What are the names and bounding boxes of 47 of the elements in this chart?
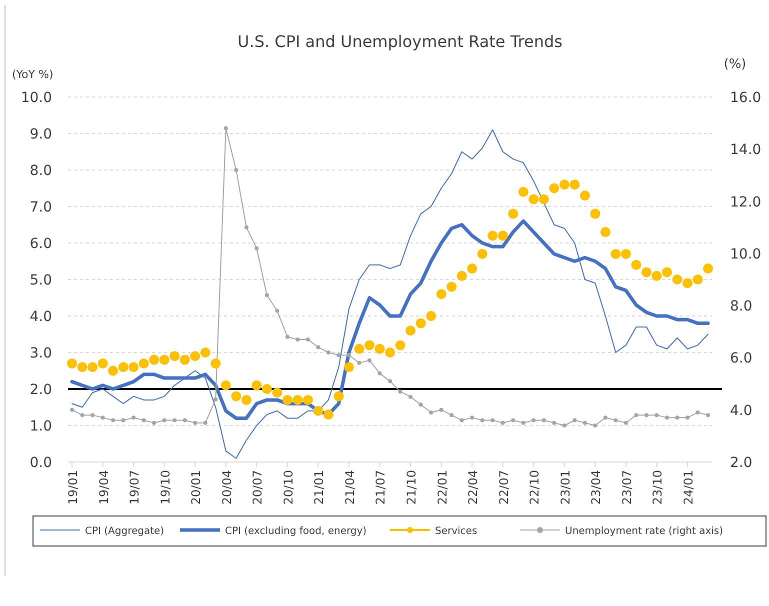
- y-tick-label: 1.0: [30, 418, 52, 434]
- x-tick-label: 22/10: [528, 470, 542, 505]
- x-tick-label: 23/07: [620, 470, 634, 505]
- x-tick-label: 22/04: [466, 470, 480, 505]
- y2-tick-label: 4.0: [730, 402, 752, 419]
- x-tick-label: 20/10: [281, 470, 296, 505]
- y-tick-label: 5.0: [30, 272, 52, 288]
- y-tick-label: 8.0: [30, 163, 52, 179]
- y-tick-label: 7.0: [30, 200, 52, 216]
- x-tick-label: 19/07: [128, 470, 142, 505]
- y2-tick-label: 6.0: [730, 350, 752, 367]
- legend-label: Unemployment rate (right axis): [565, 526, 724, 537]
- chart-title: U.S. CPI and Unemployment Rate Trends: [238, 32, 562, 51]
- y-tick-label: 0.0: [30, 455, 52, 471]
- y-axis-title: (YoY %): [12, 68, 54, 81]
- y2-tick-label: 8.0: [730, 298, 752, 315]
- x-tick-label: 24/01: [681, 470, 696, 505]
- x-tick-label: 21/04: [342, 470, 357, 505]
- legend-label: CPI (excluding food, energy): [225, 526, 367, 537]
- x-tick-label: 19/04: [96, 470, 111, 505]
- y-tick-label: 2.0: [30, 382, 52, 398]
- x-tick-label: 22/01: [435, 470, 450, 505]
- x-tick-label: 21/01: [312, 470, 326, 505]
- x-tick-label: 20/07: [250, 470, 265, 505]
- x-tick-label: 22/07: [496, 470, 511, 505]
- x-tick-label: 23/10: [650, 470, 665, 505]
- y2-tick-label: 2.0: [730, 455, 752, 471]
- y-tick-label: 4.0: [30, 309, 52, 325]
- x-tick-label: 20/04: [220, 470, 234, 505]
- x-tick-label: 21/10: [404, 470, 419, 505]
- x-tick-label: 21/07: [374, 470, 388, 505]
- y2-axis-title: (%): [724, 57, 746, 72]
- y-tick-label: 10.0: [20, 90, 52, 106]
- x-tick-label: 20/01: [189, 470, 204, 505]
- x-tick-label: 19/01: [66, 470, 80, 505]
- y-tick-label: 9.0: [30, 126, 52, 142]
- x-tick-label: 23/04: [589, 470, 604, 505]
- x-tick-label: 23/01: [558, 470, 572, 505]
- y2-tick-label: 14.0: [730, 142, 762, 158]
- y2-tick-label: 10.0: [730, 246, 762, 262]
- x-tick-label: 19/10: [158, 470, 172, 505]
- y2-tick-label: 16.0: [730, 90, 762, 106]
- legend-label: CPI (Aggregate): [85, 526, 164, 537]
- y-tick-label: 6.0: [30, 236, 52, 252]
- y-tick-label: 3.0: [30, 346, 52, 362]
- legend-label: Services: [435, 526, 478, 537]
- y2-tick-label: 12.0: [730, 194, 762, 210]
